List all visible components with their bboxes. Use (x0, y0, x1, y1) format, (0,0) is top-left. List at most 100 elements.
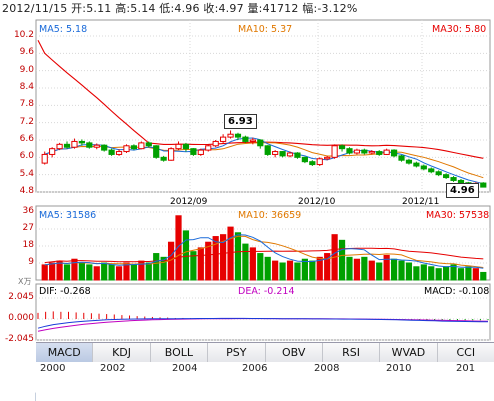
volume-bar (457, 268, 465, 281)
price-ma10-label: MA10: 5.37 (238, 24, 293, 35)
volume-bar (257, 253, 264, 281)
macd-tick-label: 2.045 (8, 292, 34, 302)
price-candle-body (160, 156, 167, 161)
volume-bar (175, 215, 182, 281)
year-label: 2004 (172, 363, 198, 374)
tab-wvad[interactable]: WVAD (380, 343, 438, 363)
volume-bar (86, 264, 93, 281)
tab-obv[interactable]: OBV (266, 343, 323, 363)
price-tick-label: 9.6 (19, 47, 34, 58)
price-candle-body (56, 143, 63, 150)
quote-header: 2012/11/15 开:5.11 高:5.14 低:4.96 收:4.97 量… (2, 2, 358, 15)
price-candle-body (420, 165, 427, 170)
volume-ma10-line (44, 235, 484, 268)
volume-bar (450, 264, 457, 281)
volume-bar (249, 247, 256, 281)
volume-bar (420, 264, 427, 281)
price-candle-body (182, 143, 190, 150)
price-tick-label: 5.4 (19, 168, 34, 179)
volume-bar (130, 264, 138, 281)
price-candle-body (145, 142, 152, 147)
volume-ma30-label: MA30: 57538 (426, 210, 490, 221)
price-tick-label: 4.8 (19, 186, 34, 196)
tab-boll[interactable]: BOLL (151, 343, 209, 363)
volume-bar (324, 253, 331, 281)
volume-bar (234, 232, 242, 281)
volume-bar (368, 260, 375, 281)
volume-bar (145, 262, 152, 281)
volume-bar (272, 260, 279, 281)
price-candle-body (353, 149, 361, 154)
tab-psy[interactable]: PSY (208, 343, 266, 363)
macd-dea-label: DEA: -0.214 (238, 286, 295, 297)
price-candle-body (435, 171, 442, 176)
price-candle-body (294, 152, 301, 158)
year-navigator[interactable]: 2000 2002 2004 2006 2008 2010 201 (36, 362, 494, 401)
indicator-tabs: MACD KDJ BOLL PSY OBV RSI WVAD CCI (36, 342, 494, 364)
volume-bar (101, 262, 108, 281)
volume-bar (465, 266, 472, 281)
volume-bar (390, 258, 398, 281)
volume-bar (383, 254, 390, 281)
price-candle-body (242, 136, 249, 142)
price-candle-body (301, 156, 308, 163)
price-candle-body (272, 151, 279, 155)
price-candle-body (138, 142, 145, 150)
price-candle-body (264, 145, 271, 155)
price-candle-body (227, 133, 234, 138)
tab-cci[interactable]: CCI (456, 346, 476, 359)
price-candle-body (383, 149, 390, 155)
volume-bar (197, 247, 204, 281)
volume-bar (227, 226, 234, 281)
price-candle-body (123, 145, 130, 153)
macd-value-label: MACD: -0.108 (424, 286, 490, 297)
price-tick-label: 6.6 (19, 134, 34, 144)
price-candle-body (309, 161, 316, 166)
tab-rsi[interactable]: RSI (323, 343, 381, 363)
volume-bar (190, 251, 197, 281)
volume-bar (428, 266, 435, 281)
price-ma5-line (44, 137, 484, 185)
volume-bar (63, 264, 71, 281)
date-label-nov: 2012/11 (402, 197, 440, 207)
price-candle-body (153, 145, 160, 158)
volume-bar (286, 260, 294, 281)
date-label-sep: 2012/09 (170, 197, 208, 207)
price-candle-body (197, 149, 204, 155)
volume-bar (376, 262, 383, 281)
year-label: 2000 (40, 363, 66, 374)
volume-tick-label: 18 (22, 240, 34, 250)
price-candle-body (101, 144, 108, 151)
year-label: 2008 (314, 363, 340, 374)
price-candle-body (361, 149, 368, 154)
volume-unit-label: X万 (18, 277, 32, 286)
volume-bar (71, 258, 78, 281)
volume-ma10-label: MA10: 36659 (238, 210, 302, 221)
price-candle-body (390, 149, 398, 157)
macd-tick-label: -2.045 (4, 334, 34, 344)
volume-bar (123, 262, 130, 281)
volume-bar (242, 243, 249, 281)
price-candle-body (86, 142, 93, 148)
year-label: 2010 (386, 363, 412, 374)
price-tick-label: 10.2 (13, 30, 34, 40)
volume-bar (480, 271, 487, 281)
volume-bar (160, 256, 167, 281)
volume-bar (353, 258, 361, 281)
price-ma5-label: MA5: 5.18 (39, 24, 88, 35)
volume-bar (316, 256, 323, 281)
volume-bar (182, 230, 190, 281)
tab-macd[interactable]: MACD (36, 343, 94, 363)
price-candle-body (428, 168, 435, 173)
volume-bar (108, 264, 115, 281)
price-candle-body (413, 162, 420, 167)
price-candle-body (331, 145, 338, 158)
price-tick-label: 8.4 (19, 82, 34, 92)
price-candle-body (316, 158, 323, 166)
price-candle-body (450, 177, 457, 181)
tab-kdj[interactable]: KDJ (93, 343, 151, 363)
price-tick-label: 6.0 (19, 151, 34, 162)
volume-bar (294, 262, 301, 281)
price-candle-body (480, 182, 487, 188)
price-candle-body (115, 151, 123, 155)
